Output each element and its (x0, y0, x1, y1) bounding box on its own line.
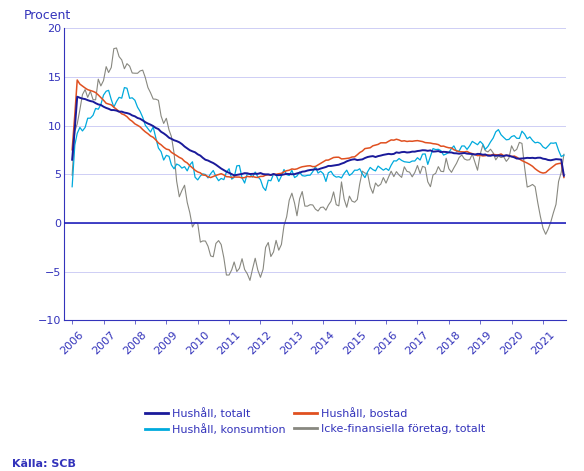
Y-axis label: Procent: Procent (24, 9, 71, 23)
Text: Källa: SCB: Källa: SCB (12, 459, 75, 469)
Legend: Hushåll, totalt, Hushåll, konsumtion, Hushåll, bostad, Icke-finansiella företag,: Hushåll, totalt, Hushåll, konsumtion, Hu… (145, 407, 485, 435)
